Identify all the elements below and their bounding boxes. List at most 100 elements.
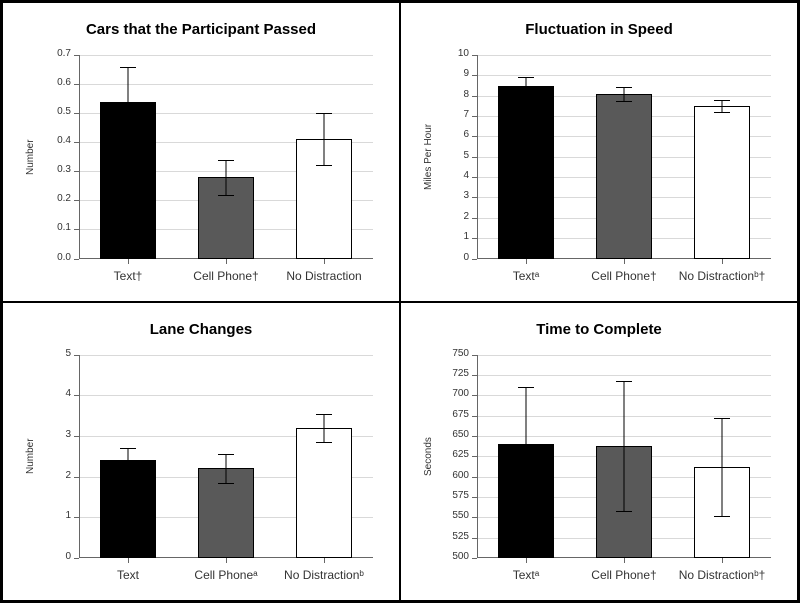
error-cap [316,442,332,443]
error-bar [526,387,527,501]
y-tick-label: 575 [433,490,469,501]
y-tick-label: 650 [433,429,469,440]
gridline [79,355,373,356]
x-tick-label: Cell Phone† [575,568,673,582]
error-bar [624,87,625,101]
plot-area: 012345678910TextᵃCell Phone†No Distracti… [477,55,771,259]
error-bar [722,100,723,112]
y-tick-label: 3 [35,429,71,440]
y-axis [79,355,80,559]
y-tick-mark [472,259,477,260]
error-cap [518,77,534,78]
bar [694,106,751,259]
y-tick-label: 9 [433,68,469,79]
error-cap [616,511,632,512]
y-tick-label: 4 [433,170,469,181]
y-tick-mark [74,259,79,260]
error-bar [226,160,227,195]
plot-area: 0.00.10.20.30.40.50.60.7Text†Cell Phone†… [79,55,373,259]
y-tick-label: 0.2 [35,193,71,204]
y-tick-label: 600 [433,470,469,481]
error-cap [518,94,534,95]
x-tick-label: No Distractionᵇ [275,568,373,582]
error-cap [316,165,332,166]
error-bar [128,448,129,472]
y-tick-label: 625 [433,449,469,460]
y-tick-label: 750 [433,348,469,359]
x-tick-label: No Distractionᵇ† [673,269,771,283]
error-cap [120,136,136,137]
x-tick-label: Cell Phone† [575,269,673,283]
x-tick-mark [624,259,625,264]
error-cap [120,473,136,474]
y-tick-label: 0.6 [35,77,71,88]
x-tick-label: Text† [79,269,177,283]
x-tick-label: Cell Phone† [177,269,275,283]
gridline [477,55,771,56]
x-tick-label: No Distractionᵇ† [673,568,771,582]
x-tick-mark [624,558,625,563]
error-bar [526,77,527,93]
error-cap [616,381,632,382]
x-tick-mark [324,259,325,264]
y-tick-label: 2 [433,211,469,222]
chart-panel: Lane Changes 012345TextCell PhoneᵃNo Dist… [2,302,400,602]
chart-title: Cars that the Participant Passed [3,21,399,38]
error-cap [714,100,730,101]
y-tick-label: 0.5 [35,106,71,117]
error-cap [218,160,234,161]
chart-panel: Fluctuation in Speed012345678910TextᵃCel… [400,2,798,302]
y-tick-label: 0.3 [35,164,71,175]
y-axis-label: Number [25,139,36,175]
y-tick-label: 0.0 [35,252,71,263]
error-bar [624,381,625,511]
y-axis [79,55,80,259]
error-cap [316,414,332,415]
x-tick-label: Cell Phoneᵃ [177,568,275,582]
error-cap [714,516,730,517]
y-axis-label: Miles Per Hour [423,124,434,190]
y-axis-label: Seconds [423,437,434,476]
y-tick-label: 4 [35,388,71,399]
bar [100,460,157,558]
error-cap [218,483,234,484]
x-tick-mark [722,558,723,563]
y-axis [477,55,478,259]
y-tick-label: 0.7 [35,48,71,59]
y-tick-label: 6 [433,129,469,140]
x-tick-label: Textᵃ [477,269,575,283]
y-tick-label: 500 [433,551,469,562]
error-cap [518,387,534,388]
y-tick-label: 0.4 [35,135,71,146]
error-cap [616,87,632,88]
y-tick-label: 700 [433,388,469,399]
y-axis-label: Number [25,439,36,475]
x-tick-mark [526,259,527,264]
bar [596,94,653,259]
gridline [79,55,373,56]
y-axis [477,355,478,559]
x-tick-mark [128,558,129,563]
error-cap [120,67,136,68]
error-cap [714,112,730,113]
x-tick-mark [226,558,227,563]
plot-area: 500525550575600625650675700725750TextᵃCe… [477,355,771,559]
gridline [477,355,771,356]
bar [498,86,555,259]
gridline [477,75,771,76]
error-bar [722,418,723,516]
error-cap [714,418,730,419]
y-tick-label: 0 [35,551,71,562]
chart-title: Lane Changes [3,321,399,338]
x-tick-mark [324,558,325,563]
x-tick-label: Textᵃ [477,568,575,582]
error-bar [226,454,227,482]
gridline [79,395,373,396]
x-tick-mark [128,259,129,264]
figure-grid: Cars that the Participant Passed 0.00.10.… [0,0,800,603]
chart-panel: Time to Complete500525550575600625650675… [400,302,798,602]
y-tick-label: 1 [433,231,469,242]
y-tick-label: 7 [433,109,469,120]
gridline [79,84,373,85]
plot-area: 012345TextCell PhoneᵃNo Distractionᵇ [79,355,373,559]
